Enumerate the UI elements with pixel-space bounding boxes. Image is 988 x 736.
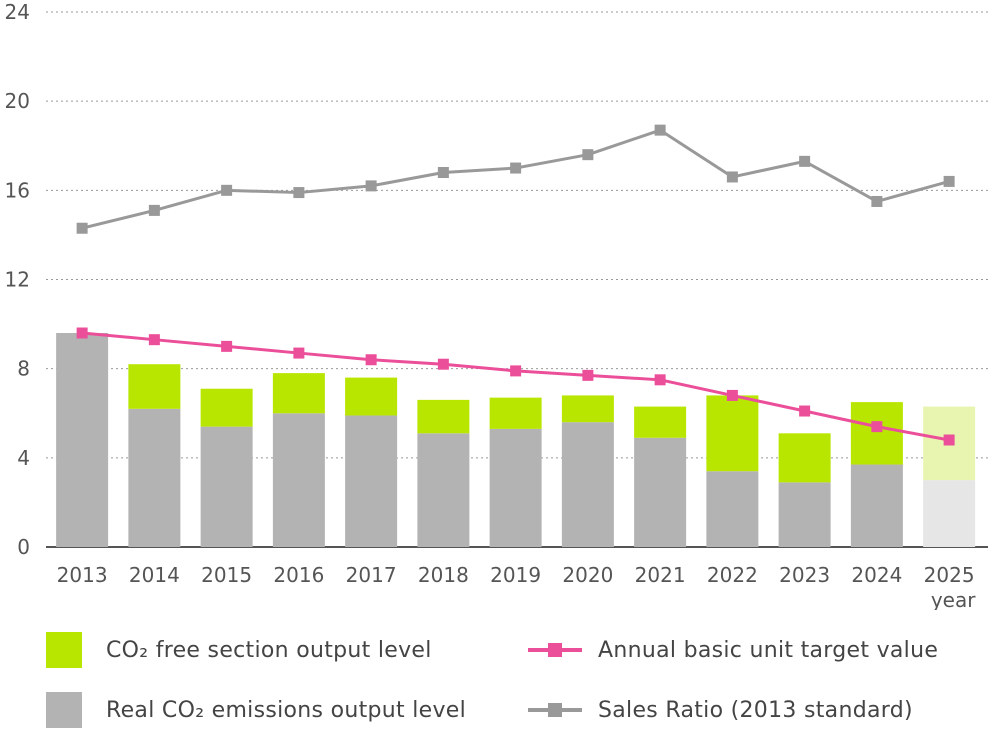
bar-co2-free-2017 — [345, 377, 398, 416]
bar-real-co2-2024 — [850, 464, 903, 547]
bar-co2-free-2020 — [561, 395, 614, 423]
point-target-2022 — [726, 389, 738, 401]
point-target-2021 — [654, 374, 666, 386]
y-tick-label-4: 4 — [17, 446, 30, 470]
point-sales-ratio-2018 — [437, 167, 449, 178]
point-sales-ratio-2022 — [726, 171, 738, 183]
bar-co2-free-2016 — [272, 373, 325, 414]
bar-real-co2-2013 — [56, 333, 109, 547]
legend-swatch-gray — [46, 692, 82, 728]
y-tick-label-24: 24 — [5, 0, 30, 24]
legend-item-sales-ratio: Sales Ratio (2013 standard) — [528, 690, 913, 730]
bar-real-co2-2025 — [923, 480, 976, 547]
point-sales-ratio-2013 — [76, 222, 88, 234]
y-tick-label-16: 16 — [5, 178, 30, 202]
x-tick-label-2014: 2014 — [129, 563, 180, 587]
legend-label-target: Annual basic unit target value — [598, 637, 939, 663]
x-tick-label-2016: 2016 — [273, 563, 324, 587]
legend-item-real-co2: Real CO₂ emissions output level — [46, 690, 466, 730]
legend-swatch-green — [46, 632, 82, 668]
legend-label-sales-ratio: Sales Ratio (2013 standard) — [598, 697, 913, 723]
point-sales-ratio-2017 — [365, 180, 377, 192]
legend-item-target: Annual basic unit target value — [528, 630, 938, 670]
bar-co2-free-2022 — [706, 395, 759, 472]
y-tick-label-8: 8 — [17, 357, 30, 381]
x-axis-unit-label: year — [931, 588, 976, 610]
legend-line-gray — [528, 692, 582, 728]
bar-co2-free-2021 — [634, 406, 687, 438]
point-target-2016 — [293, 347, 305, 359]
point-sales-ratio-2021 — [654, 124, 666, 136]
x-tick-label-2019: 2019 — [490, 563, 541, 587]
point-target-2023 — [799, 405, 811, 417]
point-sales-ratio-2024 — [871, 195, 883, 207]
bar-co2-free-2015 — [200, 388, 253, 427]
bar-real-co2-2020 — [561, 422, 614, 547]
bar-real-co2-2021 — [634, 437, 687, 547]
bar-real-co2-2016 — [272, 413, 325, 547]
x-tick-label-2021: 2021 — [635, 563, 686, 587]
bar-real-co2-2022 — [706, 471, 759, 547]
point-sales-ratio-2014 — [148, 204, 160, 216]
bar-real-co2-2018 — [417, 433, 470, 547]
y-tick-label-0: 0 — [17, 535, 30, 559]
point-target-2017 — [365, 354, 377, 366]
bar-co2-free-2024 — [850, 402, 903, 465]
bar-real-co2-2023 — [778, 482, 831, 547]
point-target-2019 — [510, 365, 522, 377]
x-tick-label-2018: 2018 — [418, 563, 469, 587]
y-tick-label-20: 20 — [5, 89, 30, 113]
x-tick-label-2020: 2020 — [562, 563, 613, 587]
x-tick-label-2025: 2025 — [924, 563, 975, 587]
legend-label-co2-free: CO₂ free section output level — [106, 637, 432, 663]
point-target-2014 — [148, 334, 160, 346]
point-target-2013 — [76, 327, 88, 339]
legend-item-co2-free: CO₂ free section output level — [46, 630, 432, 670]
bar-real-co2-2019 — [489, 428, 542, 547]
bar-co2-free-2018 — [417, 399, 470, 434]
legend: CO₂ free section output level Real CO₂ e… — [0, 610, 988, 736]
legend-label-real-co2: Real CO₂ emissions output level — [106, 697, 467, 723]
x-tick-label-2017: 2017 — [346, 563, 397, 587]
x-tick-label-2022: 2022 — [707, 563, 758, 587]
bar-co2-free-2019 — [489, 397, 542, 429]
point-sales-ratio-2020 — [582, 149, 594, 161]
bar-co2-free-2014 — [128, 364, 181, 409]
line-sales-ratio — [81, 128, 950, 230]
point-sales-ratio-2023 — [799, 155, 811, 167]
point-target-2025 — [943, 434, 955, 446]
bar-real-co2-2015 — [200, 426, 253, 547]
point-sales-ratio-2025 — [943, 175, 955, 187]
bar-co2-free-2023 — [778, 433, 831, 483]
point-sales-ratio-2016 — [293, 187, 305, 199]
bar-real-co2-2014 — [128, 408, 181, 547]
point-target-2018 — [437, 358, 449, 370]
x-tick-label-2015: 2015 — [201, 563, 252, 587]
point-target-2024 — [871, 421, 883, 433]
point-target-2020 — [582, 369, 594, 381]
bar-real-co2-2017 — [345, 415, 398, 547]
x-tick-label-2013: 2013 — [57, 563, 108, 587]
y-tick-label-12: 12 — [5, 268, 30, 292]
x-tick-label-2023: 2023 — [779, 563, 830, 587]
point-sales-ratio-2015 — [221, 184, 233, 196]
point-target-2015 — [221, 340, 233, 352]
point-sales-ratio-2019 — [510, 162, 522, 174]
legend-line-pink — [528, 632, 582, 668]
x-tick-label-2024: 2024 — [851, 563, 902, 587]
